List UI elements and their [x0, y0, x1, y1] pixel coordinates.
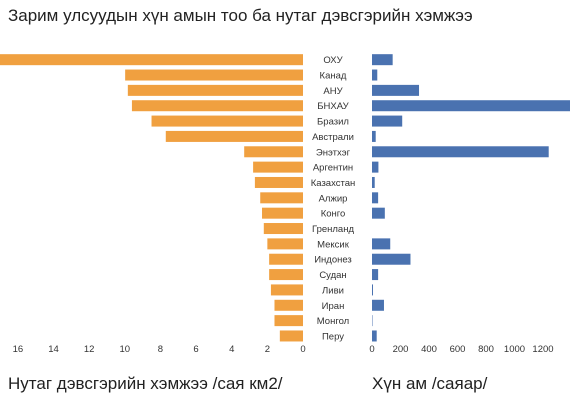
area-tick-5: 6	[193, 344, 198, 355]
area-tick-1: 14	[48, 344, 59, 355]
population-bar-4	[372, 115, 403, 127]
chart-title: Зарим улсуудын хүн амын тоо ба нутаг дэв…	[8, 6, 473, 25]
area-bar-12	[267, 238, 303, 250]
population-bar-5	[372, 130, 376, 142]
category-label-15: Ливи	[322, 285, 344, 296]
population-bar-1	[372, 69, 378, 81]
category-label-5: Австрали	[312, 132, 354, 143]
population-bar-18	[372, 330, 377, 342]
area-bar-7	[253, 161, 303, 173]
category-label-9: Алжир	[319, 193, 348, 204]
area-bar-0	[0, 54, 303, 66]
population-tick-6: 1200	[532, 344, 553, 355]
area-tick-2: 12	[84, 344, 95, 355]
population-bar-12	[372, 238, 391, 250]
category-label-16: Иран	[322, 301, 345, 312]
area-bar-15	[270, 284, 303, 296]
category-label-13: Индонез	[314, 255, 352, 266]
area-bar-6	[244, 146, 303, 158]
population-bar-15	[372, 284, 373, 296]
area-bar-3	[131, 100, 303, 112]
category-label-1: Канад	[320, 71, 347, 82]
population-bar-16	[372, 299, 384, 311]
category-label-0: ОХУ	[323, 55, 343, 66]
population-bar-13	[372, 253, 411, 265]
area-bar-18	[279, 330, 303, 342]
category-label-11: Гренланд	[312, 224, 354, 235]
area-tick-7: 2	[265, 344, 270, 355]
category-label-7: Аргентин	[313, 163, 353, 174]
area-tick-8: 0	[300, 344, 305, 355]
area-tick-4: 8	[158, 344, 163, 355]
category-label-2: АНУ	[323, 86, 343, 97]
population-bar-10	[372, 207, 385, 219]
area-bar-9	[260, 192, 303, 204]
area-bar-14	[269, 269, 303, 281]
area-bar-8	[254, 176, 303, 188]
area-bar-5	[165, 130, 303, 142]
population-tick-3: 600	[450, 344, 466, 355]
population-bar-14	[372, 269, 379, 281]
x-axis-label-population: Хүн ам /саяар/	[372, 374, 488, 393]
population-bar-8	[372, 176, 375, 188]
category-label-3: БНХАУ	[317, 101, 349, 112]
population-bar-2	[372, 84, 420, 96]
category-label-12: Мексик	[317, 239, 350, 250]
category-label-18: Перу	[322, 331, 344, 342]
category-label-6: Энэтхэг	[316, 147, 351, 158]
category-label-4: Бразил	[317, 117, 349, 128]
area-bar-17	[274, 315, 303, 327]
area-bar-13	[269, 253, 303, 265]
population-bar-7	[372, 161, 379, 173]
category-label-17: Монгол	[317, 316, 349, 327]
population-bar-6	[372, 146, 549, 158]
population-tick-4: 800	[478, 344, 494, 355]
population-tick-5: 1000	[504, 344, 525, 355]
area-bar-1	[125, 69, 303, 81]
area-tick-0: 16	[13, 344, 24, 355]
area-bar-11	[263, 223, 303, 235]
area-bar-4	[151, 115, 303, 127]
population-tick-0: 0	[369, 344, 374, 355]
category-label-8: Казахстан	[311, 178, 356, 189]
area-tick-3: 10	[120, 344, 131, 355]
area-tick-6: 4	[229, 344, 234, 355]
population-bar-9	[372, 192, 379, 204]
area-bar-16	[274, 299, 303, 311]
area-bar-10	[262, 207, 303, 219]
population-bar-3	[372, 100, 570, 112]
category-label-14: Судан	[319, 270, 346, 281]
population-bar-0	[372, 54, 393, 66]
area-bar-2	[127, 84, 303, 96]
population-tick-2: 400	[421, 344, 437, 355]
x-axis-label-area: Нутаг дэвсгэрийн хэмжээ /сая км2/	[8, 374, 283, 393]
category-label-10: Конго	[321, 209, 346, 220]
population-tick-1: 200	[393, 344, 409, 355]
